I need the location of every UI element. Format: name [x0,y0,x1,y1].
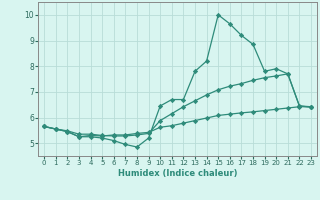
X-axis label: Humidex (Indice chaleur): Humidex (Indice chaleur) [118,169,237,178]
